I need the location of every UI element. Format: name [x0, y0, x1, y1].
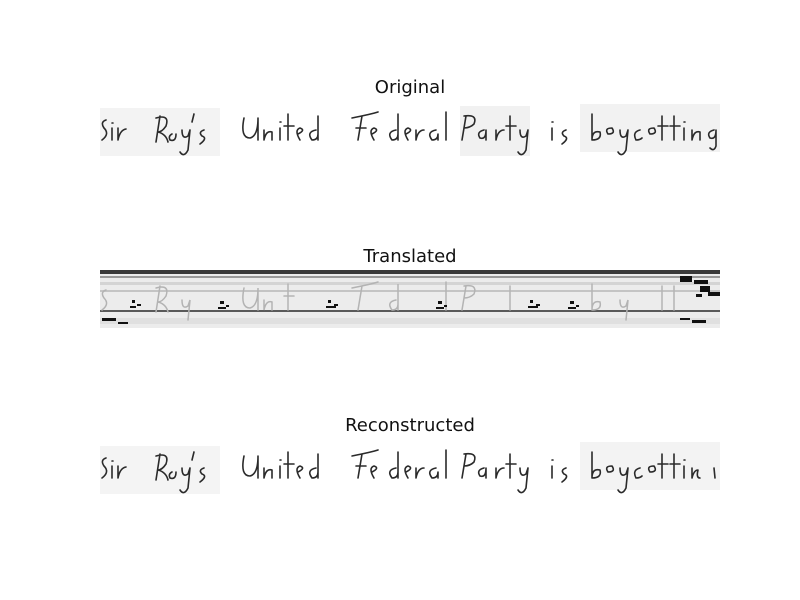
original-handwriting-image — [100, 100, 720, 158]
translated-handwriting-image — [100, 270, 720, 328]
panel-title-reconstructed: Reconstructed — [345, 415, 475, 436]
panel-title-original: Original — [374, 77, 446, 98]
panel-title-translated: Translated — [363, 246, 457, 267]
reconstructed-handwriting-image — [100, 438, 720, 496]
